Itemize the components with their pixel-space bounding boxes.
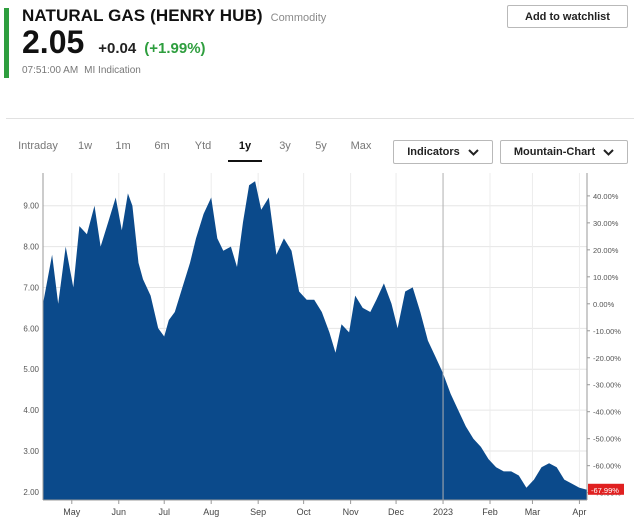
y-axis-tick-label: 6.00 — [23, 324, 39, 333]
tab-6m[interactable]: 6m — [154, 140, 170, 152]
quote-time: 07:51:00 AM — [22, 65, 79, 76]
x-axis-tick-label: Jul — [158, 507, 170, 517]
y-axis-right-tick-label: -30.00% — [593, 381, 621, 390]
y-axis-tick-label: 4.00 — [23, 406, 39, 415]
tab-ytd[interactable]: Ytd — [194, 140, 212, 152]
y-axis-right-tick-label: -40.00% — [593, 408, 621, 417]
x-axis-tick-label: Feb — [482, 507, 498, 517]
quote-meta: 07:51:00 AM MI Indication — [22, 65, 141, 76]
y-axis-tick-label: 3.00 — [23, 447, 39, 456]
price-row: 2.05 +0.04 (+1.99%) — [22, 24, 206, 61]
x-axis-tick-label: Dec — [388, 507, 405, 517]
tab-max[interactable]: Max — [350, 140, 372, 152]
last-price: 2.05 — [22, 24, 85, 60]
tab-intraday[interactable]: Intraday — [18, 140, 58, 152]
chart-type-label: Mountain-Chart — [513, 146, 596, 158]
y-axis-right-tick-label: 30.00% — [593, 219, 619, 228]
y-axis-right-tick-label: 10.00% — [593, 273, 619, 282]
current-change-label: -67.99% — [591, 486, 619, 495]
x-axis-tick-label: Nov — [343, 507, 360, 517]
y-axis-right-tick-label: -60.00% — [593, 462, 621, 471]
section-divider — [6, 118, 634, 119]
page-title: NATURAL GAS (HENRY HUB) — [22, 6, 263, 25]
y-axis-right-tick-label: -50.00% — [593, 435, 621, 444]
price-chart[interactable]: 9.00 8.00 7.00 6.00 5.00 4.00 3.00 2.00 May Jun Ju… — [0, 168, 640, 521]
y-axis-right-tick-label: -10.00% — [593, 327, 621, 336]
x-axis-tick-label: May — [63, 507, 81, 517]
x-axis-tick-label: 2023 — [433, 507, 453, 517]
tab-1w[interactable]: 1w — [77, 140, 93, 152]
tab-1m[interactable]: 1m — [115, 140, 131, 152]
y-axis-right-tick-label: 0.00% — [593, 300, 615, 309]
accent-bar — [4, 8, 9, 78]
chevron-down-icon — [603, 148, 614, 156]
chart-type-dropdown[interactable]: Mountain-Chart — [500, 140, 628, 164]
x-axis-tick-label: Mar — [525, 507, 541, 517]
tab-5y[interactable]: 5y — [315, 140, 327, 152]
y-axis-right-tick-label: 40.00% — [593, 192, 619, 201]
price-area-series — [43, 181, 587, 500]
x-axis-tick-label: Apr — [572, 507, 586, 517]
y-axis-right-tick-label: 20.00% — [593, 246, 619, 255]
y-axis-tick-label: 5.00 — [23, 365, 39, 374]
y-axis-tick-label: 2.00 — [23, 488, 39, 497]
quote-title-row: NATURAL GAS (HENRY HUB) Commodity — [22, 6, 326, 26]
y-axis-tick-label: 7.00 — [23, 283, 39, 292]
add-to-watchlist-button[interactable]: Add to watchlist — [507, 5, 628, 28]
chevron-down-icon — [468, 148, 479, 156]
range-tabs: Intraday 1w 1m 6m Ytd 1y 3y 5y Max — [10, 136, 384, 162]
asset-type-label: Commodity — [270, 12, 327, 24]
quote-source: MI Indication — [84, 65, 141, 76]
tab-1y[interactable]: 1y — [228, 136, 262, 162]
x-axis-tick-label: Sep — [250, 507, 266, 517]
tab-3y[interactable]: 3y — [279, 140, 291, 152]
current-change-badge — [588, 483, 624, 495]
price-change-percent: (+1.99%) — [144, 40, 206, 57]
x-axis-tick-label: Aug — [203, 507, 219, 517]
price-change: +0.04 — [98, 40, 137, 57]
x-axis-tick-label: Oct — [297, 507, 312, 517]
y-axis-tick-label: 8.00 — [23, 243, 39, 252]
x-axis-tick-label: Jun — [112, 507, 127, 517]
indicators-dropdown[interactable]: Indicators — [393, 140, 493, 164]
y-axis-tick-label: 9.00 — [23, 202, 39, 211]
y-axis-right-tick-label: -20.00% — [593, 354, 621, 363]
indicators-label: Indicators — [407, 146, 460, 158]
